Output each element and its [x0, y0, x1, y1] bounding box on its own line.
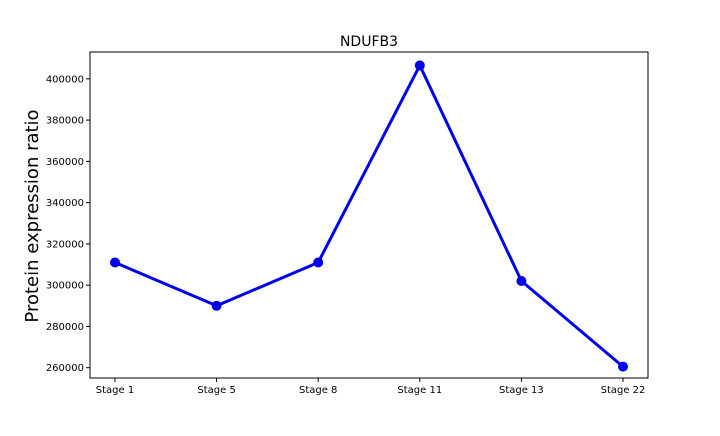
y-tick-label: 260000: [46, 363, 84, 374]
y-tick-label: 340000: [46, 198, 84, 209]
y-tick-label: 320000: [46, 239, 84, 250]
data-point: [211, 300, 222, 311]
x-tick-label: Stage 1: [96, 385, 134, 396]
x-tick-label: Stage 8: [299, 385, 337, 396]
data-point: [414, 60, 425, 71]
data-point: [110, 257, 120, 268]
series-layer: [110, 60, 628, 372]
x-tick-label: Stage 22: [601, 385, 646, 396]
y-tick-label: 380000: [46, 116, 84, 127]
x-tick-label: Stage 11: [397, 385, 442, 396]
x-tick-label: Stage 13: [499, 385, 544, 396]
y-tick-label: 360000: [46, 157, 84, 168]
y-axis: 260000 280000 300000 320000 340000 360000 3800…: [46, 74, 90, 374]
data-point: [618, 361, 628, 372]
x-tick-label: Stage 5: [197, 385, 235, 396]
y-tick-label: 280000: [46, 322, 84, 333]
y-tick-label: 300000: [46, 281, 84, 292]
chart-title: NDUFB3: [340, 34, 398, 50]
y-axis-label: Protein expression ratio: [22, 109, 43, 322]
plot-frame: [89, 51, 649, 379]
y-tick-label: 400000: [46, 74, 84, 85]
series-line: [114, 63, 624, 368]
x-axis: Stage 1 Stage 5 Stage 8 Stage 11 Stage 13 Sta…: [96, 378, 646, 396]
data-point: [313, 257, 324, 268]
data-point: [516, 276, 527, 287]
